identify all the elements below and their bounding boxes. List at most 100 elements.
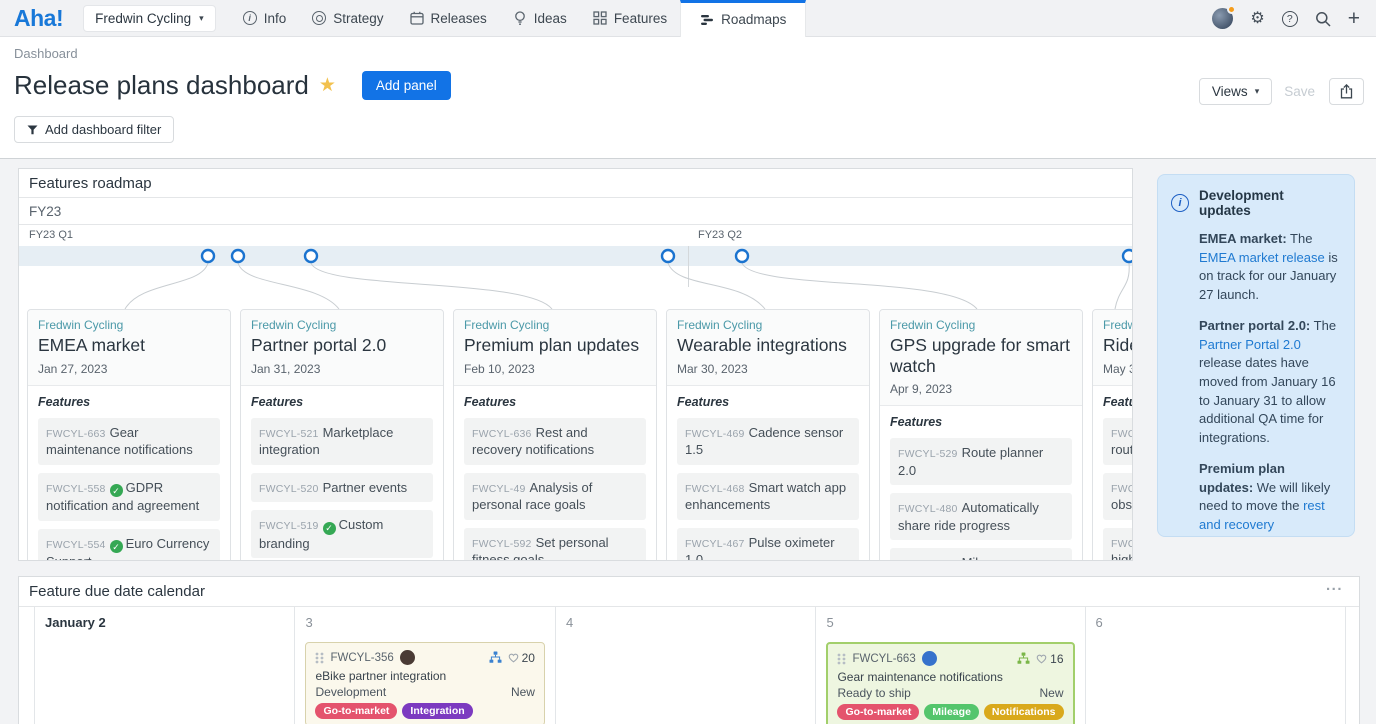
release-card-header: Fredwin Cycling Partner portal 2.0 Jan 3… <box>241 310 443 386</box>
release-workspace[interactable]: Fredwin Cycling <box>464 318 550 332</box>
nav-item-roadmaps[interactable]: Roadmaps <box>680 0 807 37</box>
feature-item[interactable]: FWCYL-558 ✓ GDPR notification and agreemen… <box>38 472 220 521</box>
save-button[interactable]: Save <box>1284 84 1315 99</box>
search-icon[interactable] <box>1315 11 1331 27</box>
feature-item[interactable]: FWCYL-592 Set personal fitness goals <box>464 527 646 561</box>
feature-item[interactable]: FWCYL-469 Cadence sensor 1.5 <box>677 417 859 465</box>
feature-id: FWCYL-480 <box>898 503 958 516</box>
feature-item[interactable]: FWCYL-520 Partner events <box>251 472 433 503</box>
gear-icon[interactable]: ⚙ <box>1250 9 1265 27</box>
feature-name: GDPR notification and agreement <box>46 479 200 514</box>
plus-icon[interactable]: + <box>1347 7 1360 30</box>
timeline-year-row: FY23 <box>19 198 1132 225</box>
release-workspace[interactable]: Fredwin Cycling <box>251 318 337 332</box>
dev-update-text: rest and recovery notifications feature <box>1199 498 1325 536</box>
feature-name: high he <box>1111 552 1132 561</box>
nav-item-ideas[interactable]: Ideas <box>500 0 580 37</box>
feature-item[interactable]: FWCYL-663 Gear maintenance notifications <box>38 417 220 465</box>
release-workspace[interactable]: Fredwin Cycling <box>38 318 124 332</box>
feature-id: FWCYL-663 <box>852 652 916 665</box>
add-panel-button[interactable]: Add panel <box>361 71 451 100</box>
feature-item[interactable]: FWCYL-6 obstac <box>1103 472 1132 520</box>
check-icon: ✓ <box>322 521 336 535</box>
feature-name: Custom branding <box>259 517 384 551</box>
release-workspace[interactable]: Fredwin Cycling <box>890 318 976 332</box>
score-badge: 16 <box>1036 652 1064 666</box>
add-dashboard-filter-button[interactable]: Add dashboard filter <box>14 116 175 143</box>
feature-item[interactable]: FWCYL-636 Rest and recovery notifications <box>464 417 646 465</box>
breadcrumb[interactable]: Dashboard <box>14 46 78 61</box>
release-card: Fredwin Cycling Partner portal 2.0 Jan 3… <box>240 309 444 560</box>
views-dropdown[interactable]: Views ▾ <box>1198 78 1273 105</box>
user-avatar[interactable] <box>1212 5 1237 29</box>
feature-item[interactable]: FWCYL-519 ✓ Custom branding <box>251 510 433 559</box>
nav-label: Features <box>613 10 668 26</box>
page-title: Release plans dashboard <box>14 70 309 100</box>
feature-item[interactable]: FWCYL-529 Route planner 2.0 <box>890 438 1072 486</box>
workspace-switcher[interactable]: Fredwin Cycling ▾ <box>83 4 216 32</box>
chevron-down-icon: ▾ <box>199 12 204 23</box>
release-date: May 31, 2 <box>1103 361 1132 376</box>
feature-id: FWCYL-636 <box>472 427 532 440</box>
nav-item-strategy[interactable]: Strategy <box>299 0 396 37</box>
feature-id: FWCYL-592 <box>472 537 532 550</box>
release-title[interactable]: Premium plan updates <box>464 335 640 355</box>
dev-update-paragraph: Partner portal 2.0: The Partner Portal 2… <box>1199 317 1339 448</box>
release-title[interactable]: Rider <box>1103 335 1132 355</box>
features-label: Features <box>677 394 730 409</box>
drag-handle-icon[interactable] <box>315 652 324 664</box>
favorite-star-icon[interactable]: ★ <box>318 75 336 96</box>
release-title[interactable]: EMEA market <box>38 335 145 355</box>
release-workspace[interactable]: Fredwin Cycling <box>1103 318 1132 332</box>
release-title[interactable]: GPS upgrade for smart watch <box>890 335 1070 376</box>
release-title[interactable]: Wearable integrations <box>677 335 847 355</box>
features-label: Features <box>464 394 517 409</box>
release-workspace[interactable]: Fredwin Cycling <box>677 318 763 332</box>
release-card-body: Features FWCYL-6route FWCYL-6obstac FW <box>1093 386 1132 561</box>
help-icon[interactable]: ? <box>1281 10 1298 27</box>
assignee-avatar[interactable] <box>921 651 937 666</box>
calendar-day-cell: 5 FWCYL-663 16 <box>815 607 1084 724</box>
calendar-day-cell: January 2 <box>34 607 294 724</box>
share-button[interactable] <box>1329 78 1364 105</box>
feature-calendar-card[interactable]: FWCYL-356 20 eBike partner integration <box>305 642 545 724</box>
feature-item[interactable]: FWCYL-49 Analysis of personal race goals <box>464 472 646 520</box>
feature-item[interactable]: FWCYL-467 Pulse oximeter 1.0 <box>677 527 859 561</box>
feature-name: Set personal fitness goals <box>472 534 609 561</box>
dev-update-text: The <box>1286 231 1313 246</box>
feature-name: Smart watch app enhancements <box>685 479 847 513</box>
feature-id: FWCYL-49 <box>472 482 526 495</box>
feature-item[interactable]: FWCYL-468 Smart watch app enhancements <box>677 472 859 520</box>
feature-item[interactable]: FWCYL-618Mileage notifications <box>890 548 1072 560</box>
feature-id: FWCYL-558 <box>46 482 106 495</box>
feature-calendar-card[interactable]: FWCYL-663 16 Gear maintenance notificati… <box>826 642 1075 724</box>
type-badge: New <box>1039 686 1064 700</box>
views-label: Views <box>1211 84 1248 99</box>
nav-label: Ideas <box>533 10 567 26</box>
feature-item[interactable]: FWCYL-6 high he <box>1103 527 1132 561</box>
release-card-body: Features FWCYL-521 Marketplace integratio… <box>241 386 443 560</box>
panel-menu-ellipsis[interactable]: ... <box>1325 577 1343 594</box>
nav-item-releases[interactable]: Releases <box>397 0 500 37</box>
feature-id: FWCYL-6 <box>1111 482 1132 495</box>
release-card: Fredwin Cycling Premium plan updates Feb… <box>453 309 657 561</box>
aha-logo[interactable]: Aha! <box>14 4 64 31</box>
release-card: Fredwin Cycling Wearable integrations Ma… <box>666 309 870 561</box>
feature-item[interactable]: FWCYL-521 Marketplace integration <box>251 417 433 465</box>
nav-item-info[interactable]: i Info <box>230 0 300 37</box>
release-card-body: Features FWCYL-663 Gear maintenance notif… <box>28 386 230 560</box>
release-title[interactable]: Partner portal 2.0 <box>251 335 387 355</box>
drag-handle-icon[interactable] <box>837 653 846 665</box>
feature-id: FWCYL-469 <box>685 427 745 440</box>
dev-update-text: We will likely need to move the <box>1199 479 1331 514</box>
feature-name: Pulse oximeter 1.0 <box>685 534 835 561</box>
nav-item-features[interactable]: Features <box>580 0 680 37</box>
tag-pill: Go-to-market <box>837 704 920 720</box>
assignee-avatar[interactable] <box>399 650 415 665</box>
feature-item[interactable]: FWCYL-554✓Euro Currency Support <box>38 528 220 560</box>
feature-item[interactable]: FWCYL-6 route <box>1103 417 1132 465</box>
feature-name: Rest and recovery notifications <box>472 424 595 458</box>
feature-item[interactable]: FWCYL-480 Automatically share ride progre… <box>890 493 1072 541</box>
dev-update-text: to Q2. <box>1199 536 1326 537</box>
feature-id: FWCYL-618 <box>898 558 958 560</box>
